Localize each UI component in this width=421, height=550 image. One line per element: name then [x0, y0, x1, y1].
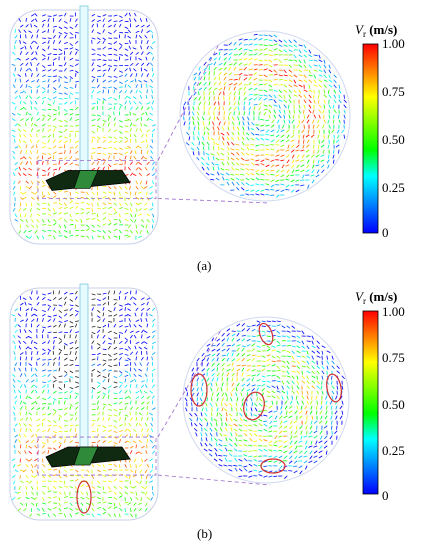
colorbar-a: Vr (m/s) 1.00 0.75 0.50 0.25 0 [355, 22, 405, 240]
cross-section-b [157, 316, 350, 486]
panel-b: Vr (m/s) 1.00 0.75 0.50 0.25 0 (b) [9, 283, 405, 541]
tank-view-b [9, 283, 159, 521]
highlight-ellipse [326, 373, 342, 403]
colorbar-b-tick-4: 0.25 [382, 443, 405, 458]
colorbar-a-tick-2: 0.75 [382, 84, 405, 99]
impeller-shaft [79, 283, 89, 456]
zoom-box [37, 160, 157, 199]
colorbar-b-title: Vr (m/s) [355, 289, 397, 306]
highlight-ellipse [258, 322, 274, 346]
colorbar-a-tick-1: 1.00 [382, 36, 405, 51]
colorbar-a-tick-4: 0.25 [382, 180, 405, 195]
panel-a: Vr (m/s) 1.00 0.75 0.50 0.25 0 (a) [9, 5, 405, 273]
highlight-ellipse [243, 391, 265, 421]
colorbar-b-tick-5: 0 [382, 488, 389, 503]
tank-view-a [9, 5, 159, 245]
cross-section-outline [182, 316, 350, 484]
cross-section-outline [179, 30, 351, 202]
impeller-hub [73, 170, 99, 189]
impeller-shaft [79, 5, 89, 179]
impeller-hub [73, 446, 99, 466]
connector-line [157, 474, 271, 486]
colorbar-a-title: Vr (m/s) [355, 22, 397, 39]
cross-section-a [157, 30, 351, 204]
connector-line [157, 45, 219, 161]
zoom-box [37, 436, 157, 476]
colorbar-a-tick-5: 0 [382, 225, 389, 240]
highlight-ellipse [76, 480, 92, 514]
panel-a-label: (a) [197, 258, 211, 273]
colorbar-b-tick-3: 0.50 [382, 397, 405, 412]
colorbar-a-tick-3: 0.50 [382, 132, 405, 147]
panel-b-label: (b) [197, 526, 212, 541]
colorbar-b-tick-1: 1.00 [382, 304, 405, 319]
highlight-ellipse [260, 458, 286, 474]
colorbar-a-bar [362, 43, 379, 234]
colorbar-b-tick-2: 0.75 [382, 350, 405, 365]
colorbar-b: Vr (m/s) 1.00 0.75 0.50 0.25 0 [355, 289, 405, 503]
connector-line [157, 198, 270, 204]
highlight-ellipse [190, 373, 208, 407]
colorbar-b-bar [362, 310, 379, 495]
